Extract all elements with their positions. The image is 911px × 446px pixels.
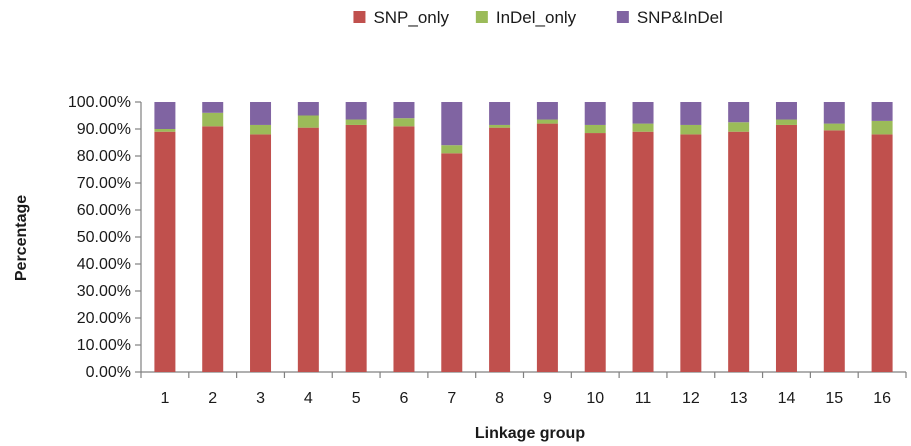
x-tick-label: 13 [730,390,748,407]
bar-segment-snp-indel-group-2 [202,102,224,113]
x-tick-label: 16 [873,390,891,407]
bar-segment-indel-only-group-5 [345,119,367,125]
bar-segment-indel-only-group-3 [250,124,272,135]
bar-segment-indel-only-group-11 [632,123,654,132]
y-axis-title: Percentage [13,195,30,281]
bar-segment-snp-only-group-9 [536,123,558,372]
bar-segment-snp-indel-group-6 [393,102,415,119]
bars [154,102,893,373]
x-tick-label: 12 [682,390,700,407]
bar-segment-snp-indel-group-3 [250,102,272,125]
bar-segment-snp-indel-group-15 [823,102,845,124]
legend-label: InDel_only [496,8,577,27]
x-tick-label: 4 [304,390,313,407]
y-tick-label: 0.00% [86,364,131,381]
bar-segment-snp-indel-group-1 [154,102,176,129]
bar-segment-indel-only-group-12 [680,124,702,135]
x-axis: 1 2 3 4 5 6 7 8 9 10 11 12 13 14 15 16 [140,371,907,407]
bar-segment-snp-indel-group-16 [871,102,893,121]
legend-label: SNP&InDel [637,8,723,27]
x-tick-label: 7 [447,390,456,407]
x-tick-label: 14 [778,390,796,407]
bar-segment-snp-only-group-6 [393,126,415,372]
bar-segment-snp-only-group-7 [441,153,463,372]
bar-segment-snp-only-group-11 [632,131,654,372]
bar-segment-snp-only-group-1 [154,131,176,372]
bar-segment-indel-only-group-6 [393,118,415,127]
x-tick-label: 3 [256,390,265,407]
bar-segment-snp-only-group-15 [823,130,845,372]
bar-segment-snp-indel-group-11 [632,102,654,124]
bar-segment-snp-only-group-16 [871,134,893,372]
legend-label: SNP_only [373,8,449,27]
bar-segment-indel-only-group-14 [775,119,797,125]
bar-segment-indel-only-group-1 [154,129,176,132]
legend-swatch [616,11,629,23]
x-tick-label: 11 [635,390,652,407]
bar-segment-indel-only-group-7 [441,145,463,154]
bar-segment-indel-only-group-4 [297,115,319,128]
bar-segment-snp-indel-group-7 [441,102,463,146]
y-tick-label: 60.00% [77,202,131,219]
y-tick-label: 20.00% [77,310,131,327]
x-tick-label: 6 [400,390,409,407]
bar-segment-indel-only-group-16 [871,120,893,135]
bar-segment-snp-only-group-14 [775,124,797,372]
bar-segment-snp-indel-group-4 [297,102,319,116]
bar-segment-snp-indel-group-13 [728,102,750,123]
y-tick-label: 40.00% [77,256,131,273]
bar-segment-snp-indel-group-12 [680,102,702,125]
legend-swatch [353,11,366,23]
x-tick-label: 10 [586,390,604,407]
x-tick-label: 1 [160,390,169,407]
bar-segment-snp-indel-group-9 [536,102,558,120]
bar-segment-snp-only-group-13 [728,131,750,372]
bar-segment-indel-only-group-9 [536,119,558,124]
y-tick-label: 90.00% [77,121,131,138]
bar-segment-snp-indel-group-10 [584,102,606,125]
y-tick-label: 30.00% [77,283,131,300]
bar-segment-snp-indel-group-14 [775,102,797,120]
x-tick-label: 8 [495,390,504,407]
bar-segment-snp-only-group-3 [250,134,272,372]
x-tick-label: 5 [352,390,361,407]
bar-segment-snp-only-group-10 [584,133,606,372]
x-tick-label: 2 [208,390,217,407]
y-tick-label: 70.00% [77,175,131,192]
bar-segment-indel-only-group-2 [202,112,224,127]
bar-segment-indel-only-group-15 [823,123,845,131]
bar-segment-snp-only-group-5 [345,124,367,372]
bar-segment-snp-indel-group-5 [345,102,367,120]
x-tick-label: 9 [543,390,552,407]
y-tick-label: 80.00% [77,148,131,165]
bar-segment-snp-only-group-12 [680,134,702,372]
legend: SNP_only InDel_only SNP&InDel [353,8,723,27]
x-axis-title: Linkage group [475,425,585,442]
bar-segment-snp-only-group-4 [297,127,319,373]
bar-segment-snp-only-group-2 [202,126,224,372]
bar-segment-snp-only-group-8 [489,127,511,373]
y-tick-label: 50.00% [77,229,131,246]
bar-segment-indel-only-group-8 [489,124,511,128]
legend-swatch [475,11,488,23]
bar-segment-snp-indel-group-8 [489,102,511,125]
bar-segment-indel-only-group-10 [584,124,606,134]
bar-segment-indel-only-group-13 [728,122,750,132]
y-axis: 0.00% 10.00% 20.00% 30.00% 40.00% 50.00% 60.00… [68,94,142,381]
x-tick-label: 15 [825,390,843,407]
y-tick-label: 10.00% [77,337,131,354]
y-tick-label: 100.00% [68,94,131,111]
